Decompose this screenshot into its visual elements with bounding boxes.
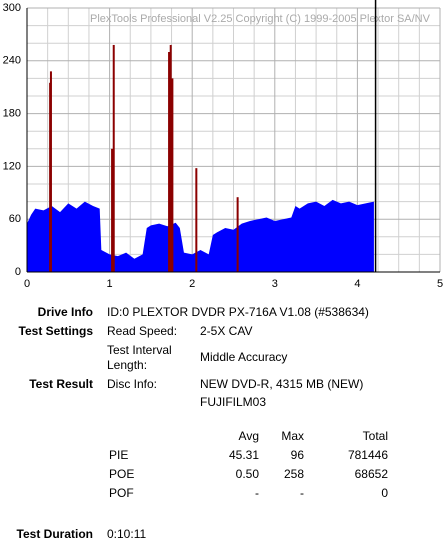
label: Test Result: [29, 377, 93, 391]
pie-area: [27, 199, 374, 272]
cell: 781446: [347, 448, 388, 462]
chart-title: PlexTools Professional V2.25 Copyright (…: [90, 13, 431, 25]
x-tick-label: 2: [189, 278, 195, 290]
poe-spike: [195, 168, 198, 272]
column-header: Total: [362, 429, 388, 443]
cell: 45.31: [228, 448, 259, 462]
value: NEW DVD-R, 4315 MB (NEW): [200, 377, 364, 391]
label: Disc Info:: [107, 377, 158, 391]
x-tick-label: 3: [272, 278, 278, 290]
y-tick-label: 240: [3, 55, 21, 67]
chart: PlexTools Professional V2.25 Copyright (…: [3, 0, 443, 290]
label: Read Speed:: [107, 324, 178, 338]
poe-spike: [168, 52, 171, 272]
poe-spike: [169, 44, 172, 273]
label: Test Settings: [18, 324, 93, 338]
y-tick-label: 300: [3, 2, 21, 14]
value: Middle Accuracy: [200, 350, 288, 364]
value: ID:0 PLEXTOR DVDR PX-716A V1.08 (#538634…: [107, 305, 369, 319]
label: Test Duration: [16, 527, 93, 541]
row-label: POE: [109, 467, 135, 481]
poe-spike: [49, 71, 52, 272]
row-label: POF: [109, 486, 134, 500]
poe-spike: [112, 44, 115, 273]
x-tick-label: 0: [24, 278, 30, 290]
value: FUJIFILM03: [200, 395, 267, 409]
x-tick-label: 5: [437, 278, 443, 290]
x-tick-label: 4: [354, 278, 360, 290]
poe-spike: [236, 197, 239, 272]
cell: 0: [381, 486, 388, 500]
column-header: Max: [281, 429, 304, 443]
value: 2-5X CAV: [200, 324, 253, 338]
y-tick-label: 180: [3, 108, 21, 120]
y-tick-label: 120: [3, 160, 21, 172]
cell: 68652: [354, 467, 388, 481]
column-header: Avg: [238, 429, 259, 443]
cell: -: [300, 486, 304, 500]
cell: -: [255, 486, 259, 500]
label: Drive Info: [37, 305, 93, 319]
row-label: PIE: [109, 448, 129, 462]
value: 0:10:11: [107, 527, 147, 541]
y-tick-label: 60: [9, 213, 21, 225]
poe-spike: [171, 78, 174, 273]
cell: 96: [290, 448, 304, 462]
label: Test Interval Length:: [107, 343, 172, 372]
cell: 258: [283, 467, 304, 481]
poe-spike: [111, 148, 114, 272]
x-tick-label: 1: [107, 278, 113, 290]
y-tick-label: 0: [15, 266, 21, 278]
cell: 0.50: [235, 467, 259, 481]
